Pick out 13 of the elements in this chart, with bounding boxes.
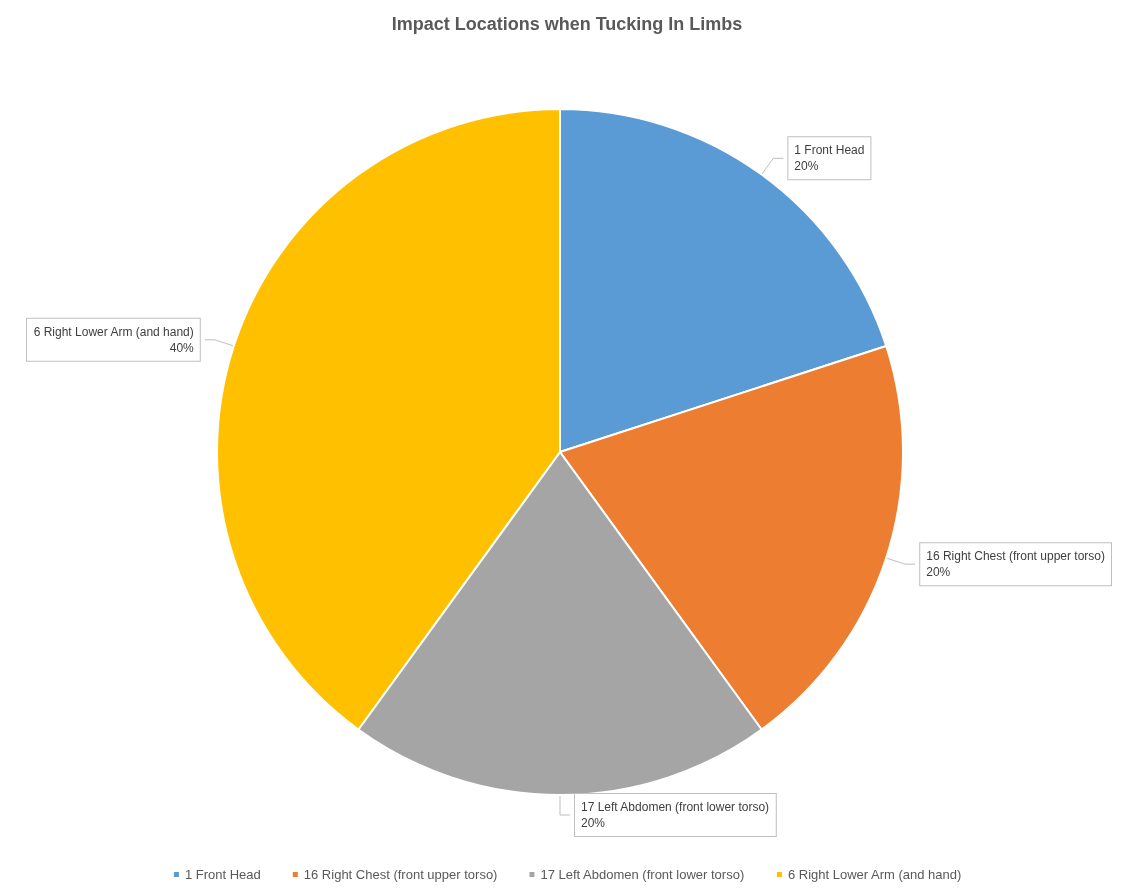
legend-label: 16 Right Chest (front upper torso) <box>303 867 498 882</box>
data-label: 40% <box>169 340 195 355</box>
legend-label: 6 Right Lower Arm (and hand) <box>787 867 962 882</box>
slice-label: 16 Right Chest (front upper torso) <box>926 549 1105 564</box>
data-label: 20% <box>794 159 819 174</box>
chart-title: Impact Locations when Tucking In Limbs <box>391 14 743 34</box>
legend-label: 1 Front Head <box>184 867 261 882</box>
slice-label: 1 Front Head <box>794 143 865 158</box>
slice-label: 17 Left Abdomen (front lower torso) <box>581 800 770 814</box>
data-label: 20% <box>926 565 951 580</box>
legend-label: 17 Left Abdomen (front lower torso) <box>540 867 745 882</box>
slice-label: 6 Right Lower Arm (and hand) <box>33 324 194 339</box>
data-label: 20% <box>581 816 606 830</box>
